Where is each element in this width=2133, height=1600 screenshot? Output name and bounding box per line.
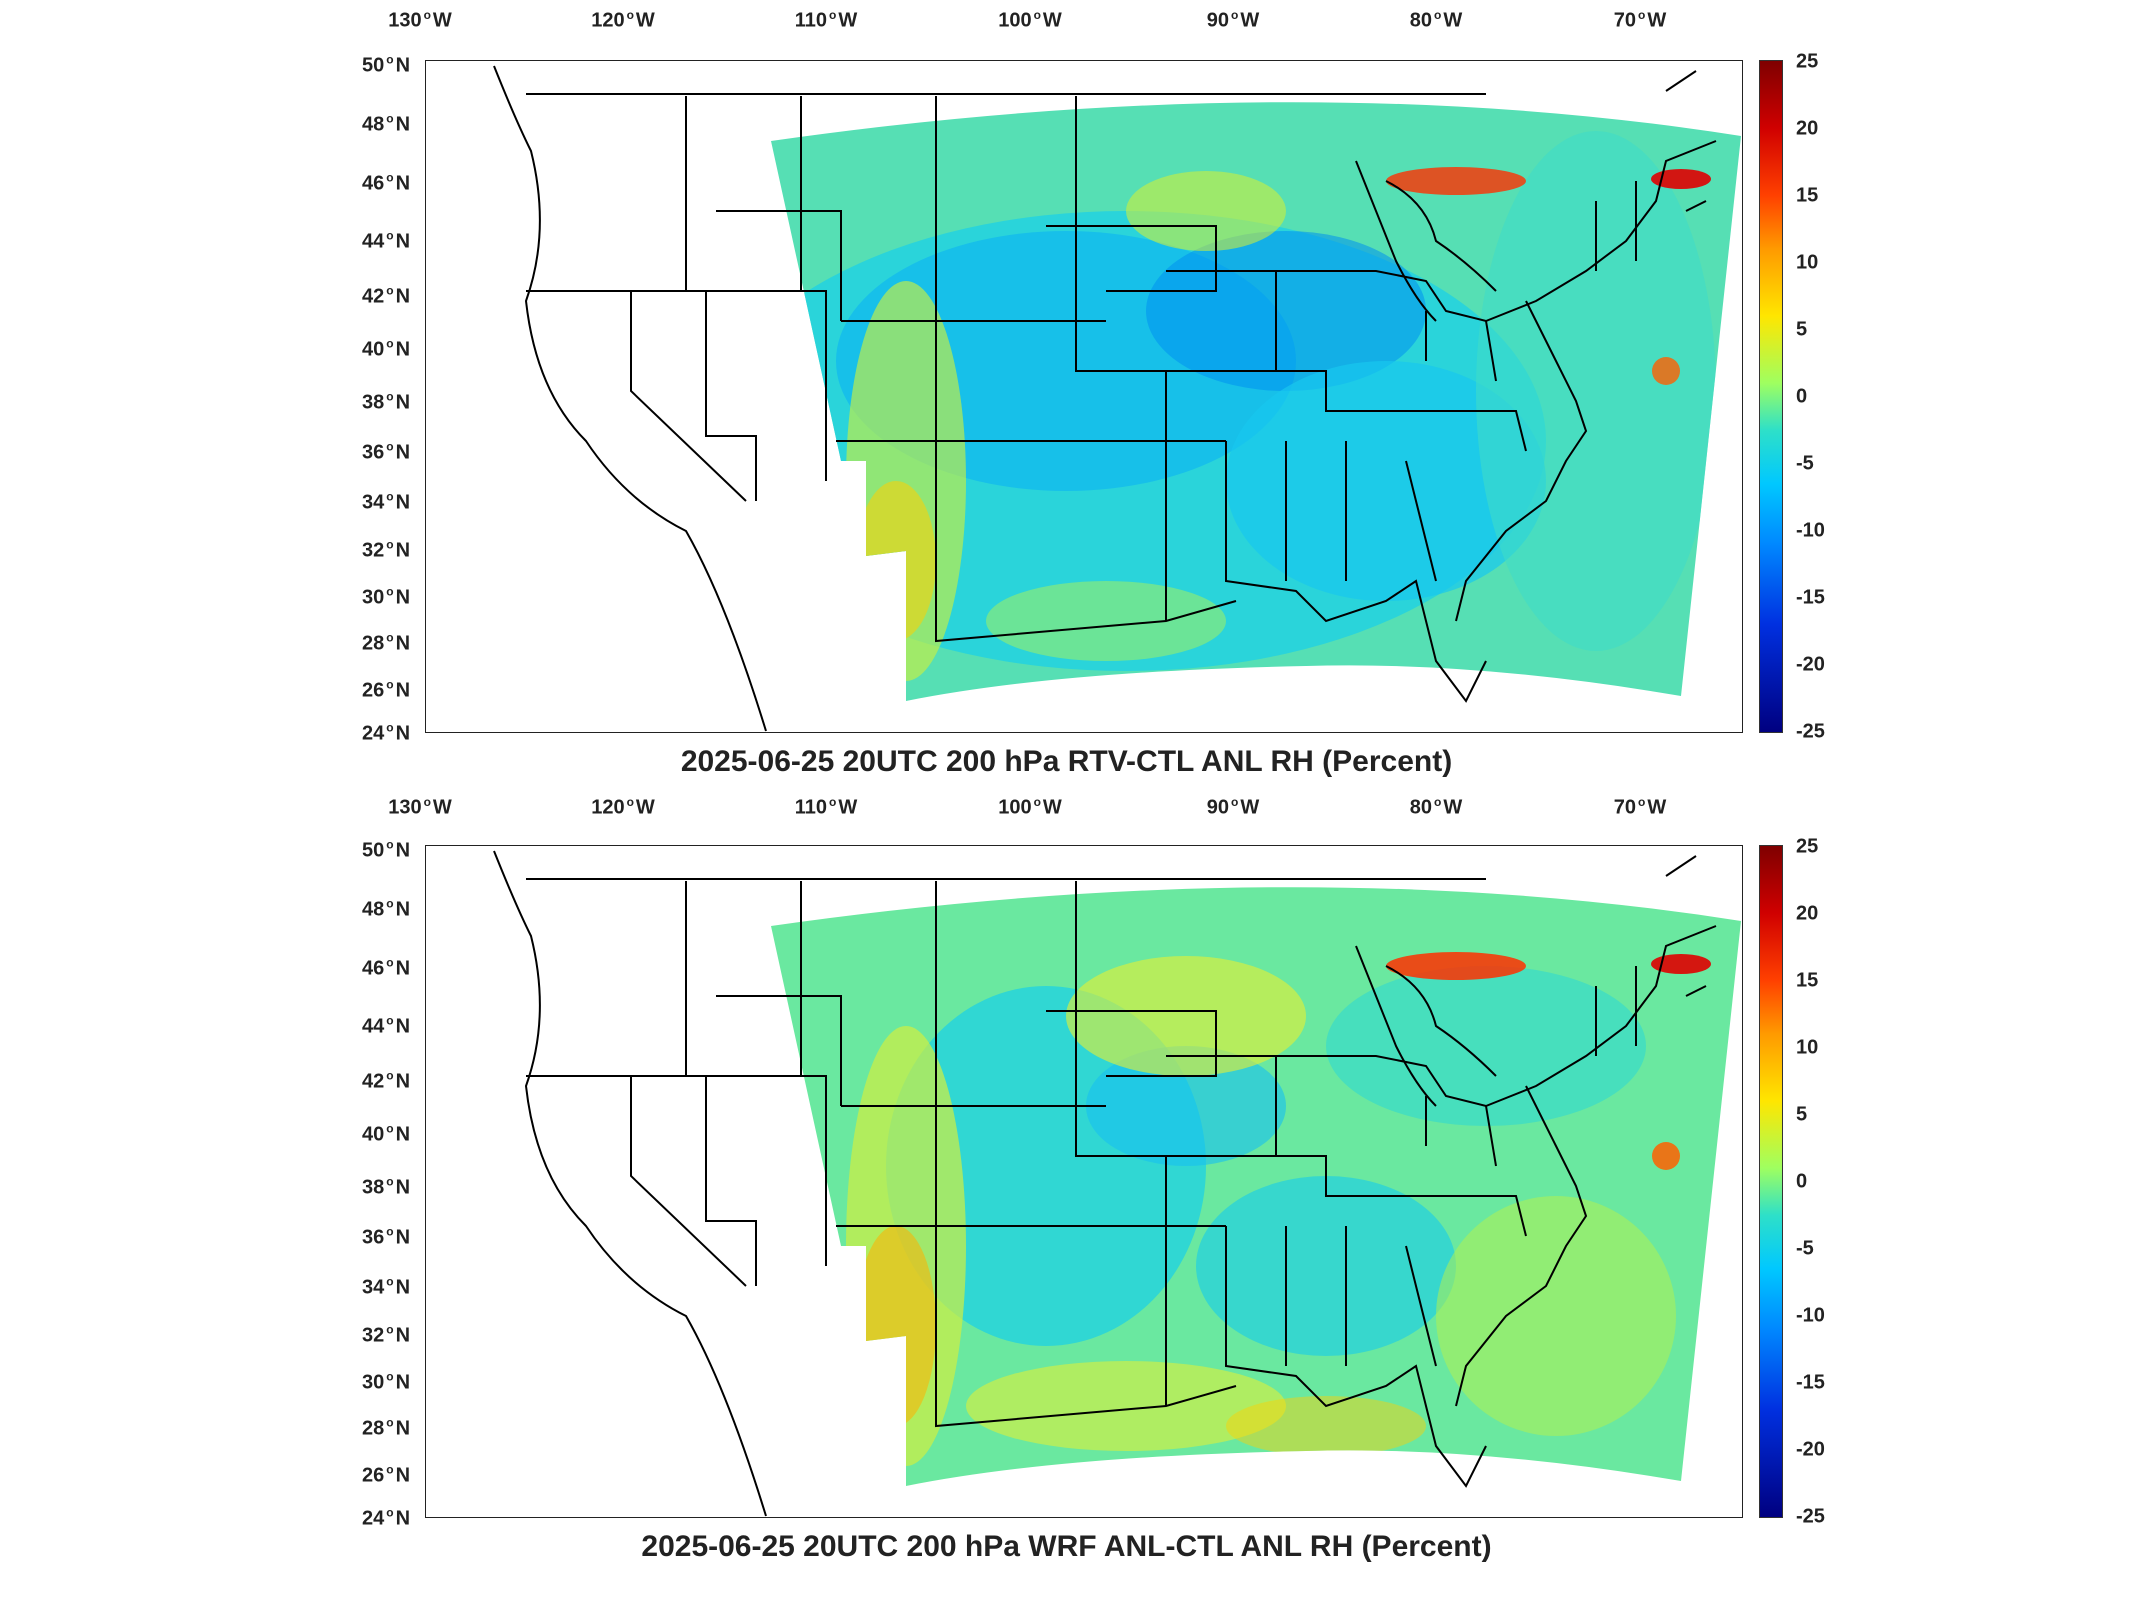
lon-tick: 130 o W [388, 8, 452, 32]
lat-tick: 38 o N [362, 1174, 411, 1199]
colorbar-label: -25 [1796, 1505, 1825, 1528]
rh-difference-field-top [493, 65, 1741, 732]
colorbar-label: -10 [1796, 519, 1825, 542]
lat-tick: 34 o N [362, 1274, 411, 1299]
lat-tick: 48 o N [362, 111, 411, 136]
lat-tick: 34 o N [362, 489, 411, 514]
colorbar-label: 0 [1796, 1170, 1808, 1193]
coastline-and-borders [493, 850, 1717, 1517]
colorbar-top [1759, 60, 1783, 733]
map-title: 2025-06-25 20UTC 200 hPa WRF ANL-CTL ANL… [641, 1530, 1492, 1563]
colorbar-bottom [1759, 845, 1783, 1518]
lon-tick: 120 o W [591, 795, 655, 819]
colorbar-label: 20 [1796, 902, 1819, 925]
colorbar-label: 15 [1796, 184, 1819, 207]
lat-tick: 40 o N [362, 336, 411, 361]
map-panel-bottom: 130 o W 120 o W 110 o W 100 o W 90 o W 80 o W 70 o W 5… [0, 790, 2133, 1600]
colorbar-label: -15 [1796, 586, 1825, 609]
lat-tick: 36 o N [362, 1224, 411, 1249]
lat-tick: 50 o N [362, 837, 411, 862]
lat-tick: 42 o N [362, 1068, 411, 1093]
lat-tick: 28 o N [362, 630, 411, 655]
lon-tick: 120 o W [591, 8, 655, 32]
lat-tick: 24 o N [362, 720, 411, 745]
lat-tick: 30 o N [362, 584, 411, 609]
lat-tick: 36 o N [362, 439, 411, 464]
lat-tick: 42 o N [362, 283, 411, 308]
colorbar-label: -20 [1796, 653, 1825, 676]
lon-tick: 70 o W [1613, 795, 1667, 819]
coastline-and-borders [493, 65, 1717, 732]
colorbar-label: -5 [1796, 452, 1814, 475]
lon-tick: 100 o W [998, 8, 1062, 32]
lat-tick: 44 o N [362, 228, 411, 253]
lat-tick: 50 o N [362, 52, 411, 77]
colorbar-label: -10 [1796, 1304, 1825, 1327]
lon-tick: 100 o W [998, 795, 1062, 819]
lat-tick: 46 o N [362, 170, 411, 195]
colorbar-label: 10 [1796, 251, 1819, 274]
lon-tick: 90 o W [1206, 795, 1260, 819]
lat-tick: 44 o N [362, 1013, 411, 1038]
lon-tick: 80 o W [1409, 8, 1463, 32]
rh-difference-field-bottom [493, 850, 1741, 1517]
lat-tick: 24 o N [362, 1505, 411, 1530]
map-frame-top [425, 60, 1743, 733]
lat-tick: 26 o N [362, 677, 411, 702]
colorbar-label: -25 [1796, 720, 1825, 743]
lat-tick: 40 o N [362, 1121, 411, 1146]
lat-tick: 38 o N [362, 389, 411, 414]
lat-tick: 46 o N [362, 955, 411, 980]
lon-tick: 130 o W [388, 795, 452, 819]
colorbar-label: 5 [1796, 318, 1808, 341]
colorbar-label: 25 [1796, 835, 1819, 858]
colorbar-label: 25 [1796, 50, 1819, 73]
lat-tick: 32 o N [362, 537, 411, 562]
map-title: 2025-06-25 20UTC 200 hPa RTV-CTL ANL RH … [680, 745, 1453, 778]
colorbar-label: 10 [1796, 1036, 1819, 1059]
lat-tick: 28 o N [362, 1415, 411, 1440]
lon-tick: 110 o W [794, 795, 858, 819]
colorbar-label: 20 [1796, 117, 1819, 140]
lat-tick: 26 o N [362, 1462, 411, 1487]
lon-tick: 90 o W [1206, 8, 1260, 32]
lon-tick: 80 o W [1409, 795, 1463, 819]
map-frame-bottom [425, 845, 1743, 1518]
colorbar-label: 0 [1796, 385, 1808, 408]
colorbar-label: -5 [1796, 1237, 1814, 1260]
lon-tick: 70 o W [1613, 8, 1667, 32]
lat-tick: 30 o N [362, 1369, 411, 1394]
lon-tick: 110 o W [794, 8, 858, 32]
colorbar-label: 15 [1796, 969, 1819, 992]
colorbar-label: 5 [1796, 1103, 1808, 1126]
map-panel-top: 130 o W 120 o W 110 o W 100 o W 90 o W 80 o W 70 o W 5… [0, 0, 2133, 790]
colorbar-label: -15 [1796, 1371, 1825, 1394]
colorbar-label: -20 [1796, 1438, 1825, 1461]
lat-tick: 48 o N [362, 896, 411, 921]
lat-tick: 32 o N [362, 1322, 411, 1347]
